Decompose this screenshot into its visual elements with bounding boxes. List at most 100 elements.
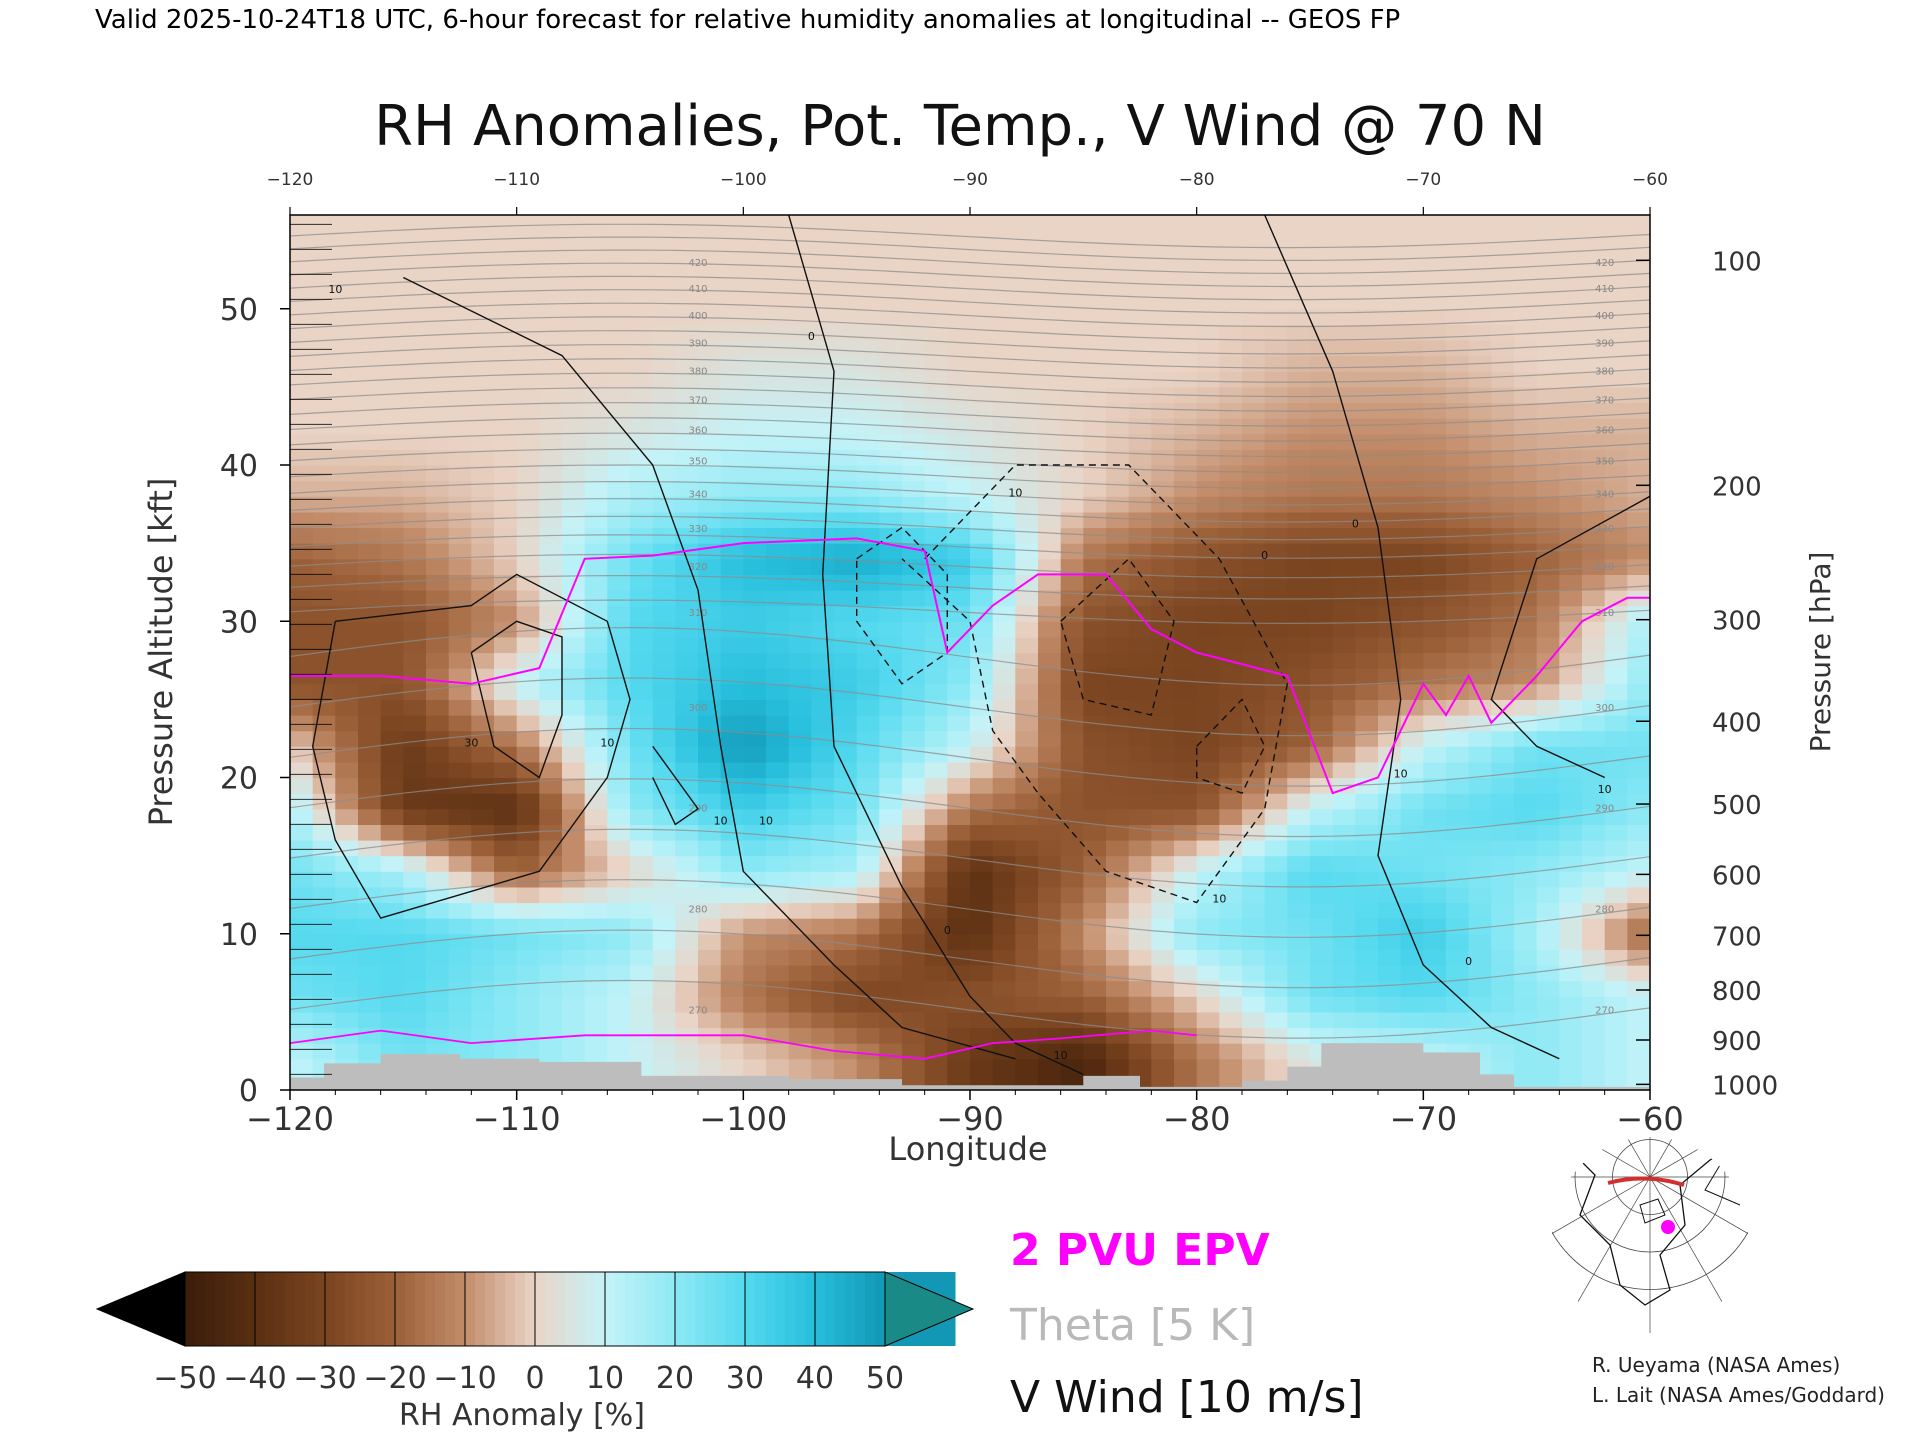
rh-cell: [1151, 1058, 1175, 1075]
rh-cell: [584, 340, 608, 357]
rh-cell: [1423, 340, 1447, 357]
rh-cell: [1604, 933, 1628, 950]
rh-cell: [970, 418, 994, 435]
rh-cell: [562, 636, 586, 654]
rh-cell: [788, 465, 812, 482]
rh-cell: [902, 1011, 926, 1029]
rh-cell: [743, 496, 767, 513]
v-wind-contour-southward: [1060, 557, 1175, 716]
rh-cell: [811, 636, 835, 654]
rh-cell: [1514, 590, 1538, 607]
rh-cell: [1468, 1011, 1492, 1029]
rh-cell: [879, 636, 903, 654]
rh-cell: [788, 402, 812, 419]
rh-cell: [1083, 824, 1107, 841]
rh-cell: [1128, 543, 1152, 560]
rh-cell: [1128, 1043, 1152, 1060]
rh-cell: [1106, 902, 1130, 919]
rh-cell: [1151, 355, 1175, 372]
rh-cell: [788, 636, 812, 654]
rh-cell: [312, 402, 336, 419]
rh-cell: [766, 386, 790, 404]
rh-cell: [652, 855, 676, 872]
rh-cell: [1128, 558, 1152, 575]
rh-cell: [1332, 371, 1356, 388]
rh-cell: [1332, 433, 1356, 450]
rh-cell: [856, 746, 880, 763]
rh-cell: [1219, 1043, 1243, 1060]
rh-cell: [652, 324, 676, 341]
rh-cell: [879, 621, 903, 638]
rh-cell: [698, 746, 722, 763]
rh-cell: [811, 621, 835, 638]
rh-cell: [630, 980, 654, 997]
colorbar-segment: [305, 1272, 316, 1346]
rh-cell: [720, 902, 744, 919]
rh-cell: [675, 824, 699, 841]
rh-cell: [1196, 683, 1220, 700]
rh-cell: [630, 886, 654, 904]
rh-cell: [1264, 965, 1288, 982]
rh-cell: [992, 308, 1016, 325]
rh-cell: [1514, 402, 1538, 419]
rh-cell: [1536, 496, 1560, 513]
rh-cell: [448, 621, 472, 638]
rh-cell: [743, 480, 767, 497]
epv-2pvu-line-low: [290, 1029, 1197, 1060]
rh-cell: [1287, 543, 1311, 560]
rh-cell: [766, 793, 790, 810]
rh-cell: [358, 1027, 382, 1044]
rh-cell: [335, 949, 359, 966]
rh-cell: [630, 949, 654, 966]
rh-cell: [879, 574, 903, 591]
rh-cell: [1015, 496, 1039, 513]
rh-cell: [720, 574, 744, 591]
rh-cell: [1355, 683, 1379, 700]
rh-cell: [1264, 1058, 1288, 1075]
rh-cell: [448, 840, 472, 857]
rh-cell: [675, 590, 699, 607]
rh-cell: [1106, 840, 1130, 857]
rh-cell: [380, 402, 404, 419]
rh-cell: [312, 386, 336, 404]
rh-cell: [834, 543, 858, 560]
rh-cell: [403, 1011, 427, 1029]
rh-cell: [856, 636, 880, 654]
rh-cell: [1627, 683, 1650, 700]
rh-cell: [1174, 902, 1198, 919]
rh-cell: [1559, 277, 1583, 294]
rh-cell: [1378, 777, 1402, 794]
rh-cell: [1015, 730, 1039, 747]
x-tick-label: −120: [246, 1100, 334, 1138]
rh-cell: [1446, 840, 1470, 857]
rh-cell: [584, 293, 608, 310]
rh-cell: [1264, 558, 1288, 575]
rh-cell: [1627, 605, 1650, 622]
rh-cell: [516, 355, 540, 372]
rh-cell: [448, 246, 472, 263]
rh-cell: [426, 355, 450, 372]
rh-cell: [992, 215, 1016, 232]
theta-contour: [290, 330, 1650, 355]
rh-cell: [1559, 902, 1583, 919]
rh-cell: [1536, 949, 1560, 966]
rh-cell: [1264, 793, 1288, 810]
rh-cell: [1287, 652, 1311, 669]
colorbar-segment: [545, 1272, 556, 1346]
y-tick-label: 0: [239, 1074, 258, 1109]
rh-cell: [652, 261, 676, 279]
rh-cell: [743, 746, 767, 763]
rh-cell: [290, 1043, 314, 1060]
rh-cell: [1264, 590, 1288, 607]
rh-cell: [947, 308, 971, 325]
rh-cell: [1468, 902, 1492, 919]
rh-cell: [1151, 590, 1175, 607]
colorbar-tick-label: 20: [656, 1361, 694, 1396]
rh-cell: [584, 1011, 608, 1029]
rh-cell: [539, 808, 563, 825]
rh-cell: [1378, 418, 1402, 435]
rh-cell: [1514, 480, 1538, 497]
rh-cell: [902, 574, 926, 591]
rh-cell: [630, 527, 654, 544]
rh-cell: [856, 277, 880, 294]
